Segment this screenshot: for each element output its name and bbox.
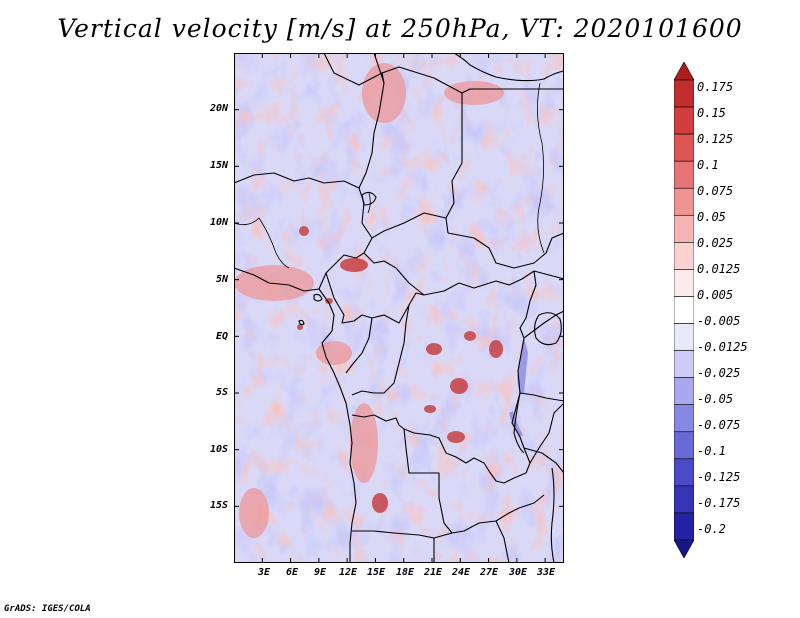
colorbar-swatch-9	[674, 296, 694, 324]
colorbar-swatch-1	[674, 79, 694, 108]
colorbar-label-5: 0.05	[697, 210, 726, 224]
colorbar-label-17: -0.2	[697, 522, 726, 536]
lat-label-15s: 15S	[209, 500, 228, 511]
colorbar	[674, 62, 694, 558]
colorbar-swatch-12	[674, 377, 694, 406]
lon-label-9e: 9E	[313, 567, 327, 578]
lon-label-27e: 27E	[479, 567, 499, 578]
nile-river	[367, 82, 545, 254]
colorbar-label-13: -0.075	[697, 418, 741, 432]
colorbar-swatch-0	[674, 62, 694, 81]
lon-label-6e: 6E	[285, 567, 299, 578]
angola-zambia-border	[403, 428, 545, 534]
strong-updraft-patches	[297, 226, 503, 513]
lon-label-18e: 18E	[395, 567, 415, 578]
colorbar-label-12: -0.05	[697, 392, 734, 406]
lon-label-15e: 15E	[366, 567, 386, 578]
map-frame	[234, 53, 564, 563]
lon-label-30e: 30E	[508, 567, 528, 578]
lat-label-15n: 15N	[209, 160, 228, 171]
colorbar-swatch-5	[674, 187, 694, 216]
cameroon-gabon-border	[325, 272, 373, 374]
colorbar-label-11: -0.025	[697, 366, 741, 380]
colorbar-label-6: 0.025	[697, 236, 734, 250]
colorbar-swatch-15	[674, 458, 694, 487]
colorbar-label-3: 0.1	[697, 158, 719, 172]
colorbar-swatch-3	[674, 133, 694, 162]
lon-label-21e: 21E	[423, 567, 443, 578]
lon-label-24e: 24E	[451, 567, 471, 578]
lat-label-20n: 20N	[209, 103, 228, 114]
sao-tome-island	[298, 319, 305, 326]
colorbar-swatch-6	[674, 214, 694, 243]
colorbar-swatch-10	[674, 323, 694, 351]
sudan-border	[447, 232, 564, 269]
lat-label-10s: 10S	[209, 444, 228, 455]
colorbar-label-8: 0.005	[697, 288, 734, 302]
colorbar-swatch-7	[674, 242, 694, 270]
colorbar-label-15: -0.125	[697, 470, 741, 484]
lon-label-33e: 33E	[536, 567, 556, 578]
bioko-island	[313, 293, 323, 302]
colorbar-label-16: -0.175	[697, 496, 741, 510]
colorbar-label-14: -0.1	[697, 444, 726, 458]
colorbar-swatch-14	[674, 431, 694, 460]
colorbar-swatch-13	[674, 404, 694, 433]
car-border	[363, 212, 535, 296]
colorbar-label-9: -0.005	[697, 314, 741, 328]
chad-border	[358, 66, 463, 234]
lake-chad	[361, 191, 377, 206]
colorbar-swatch-16	[674, 485, 694, 514]
east-africa-borders	[495, 270, 564, 563]
lat-label-eq: EQ	[215, 331, 228, 342]
namibia-border	[352, 530, 453, 563]
colorbar-label-7: 0.0125	[697, 262, 741, 276]
lat-label-10n: 10N	[209, 217, 228, 228]
lake-tanganyika	[513, 392, 525, 454]
colorbar-label-10: -0.0125	[697, 340, 748, 354]
lon-label-3e: 3E	[257, 567, 271, 578]
congo-drc-border	[351, 292, 425, 396]
colorbar-swatch-2	[674, 106, 694, 135]
drc-east-border	[351, 270, 537, 484]
colorbar-label-4: 0.075	[697, 184, 734, 198]
field-red-texture	[234, 53, 564, 563]
map-title: Vertical velocity [m/s] at 250hPa, VT: 2…	[57, 14, 743, 43]
lakes	[509, 338, 528, 437]
coastline-and-borders	[234, 53, 564, 563]
niger-river	[234, 217, 290, 269]
colorbar-swatch-17	[674, 512, 694, 541]
colorbar-swatch-18	[674, 539, 694, 558]
colorbar-label-1: 0.15	[697, 106, 726, 120]
west-coast	[234, 267, 357, 563]
colorbar-swatch-4	[674, 160, 694, 189]
colorbar-swatch-8	[674, 269, 694, 297]
colorbar-swatch-11	[674, 350, 694, 378]
grads-credit: GrADS: IGES/COLA	[4, 604, 91, 614]
lat-label-5s: 5S	[215, 387, 228, 398]
mediterranean-coast	[453, 53, 564, 82]
axis-ticks	[234, 53, 564, 563]
lon-label-12e: 12E	[338, 567, 358, 578]
colorbar-label-2: 0.125	[697, 132, 734, 146]
lake-malawi	[550, 467, 555, 563]
lake-victoria	[533, 312, 562, 346]
colorbar-label-0: 0.175	[697, 80, 734, 94]
map-panel	[234, 53, 564, 563]
lat-label-5n: 5N	[215, 274, 228, 285]
